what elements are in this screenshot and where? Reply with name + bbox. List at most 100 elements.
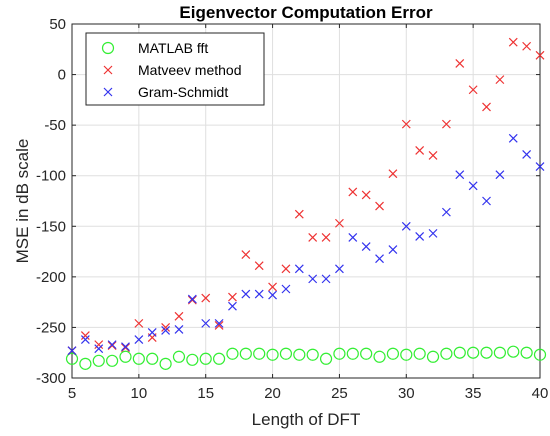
data-point	[67, 346, 77, 356]
series-matlab-fft	[65, 345, 547, 370]
data-point	[468, 181, 478, 191]
data-point	[440, 347, 453, 360]
data-point	[468, 85, 478, 95]
data-point	[94, 344, 104, 354]
data-point	[212, 352, 226, 365]
data-point	[495, 170, 505, 180]
data-point	[535, 50, 545, 60]
data-point	[428, 228, 438, 238]
y-tick-label: -200	[36, 269, 66, 286]
data-point	[201, 293, 211, 303]
data-point	[80, 335, 90, 344]
data-point	[65, 352, 79, 365]
y-tick-label: -50	[44, 117, 66, 134]
x-tick-label: 40	[532, 385, 549, 402]
x-tick-label: 10	[131, 385, 148, 402]
data-point	[348, 232, 358, 242]
data-point	[335, 218, 344, 228]
data-point	[294, 209, 304, 219]
data-point	[522, 41, 532, 51]
data-point	[132, 352, 145, 365]
x-tick-label: 25	[331, 385, 348, 402]
x-tick-label: 35	[465, 385, 482, 402]
data-point	[121, 342, 130, 352]
data-point	[333, 347, 346, 360]
data-point	[106, 354, 119, 367]
data-point	[187, 295, 197, 305]
data-point	[226, 347, 239, 360]
data-point	[228, 292, 237, 302]
legend-marker	[101, 41, 115, 55]
data-point	[134, 318, 144, 328]
data-point	[361, 190, 371, 200]
data-point	[268, 282, 277, 292]
data-point	[214, 318, 224, 328]
data-point	[147, 328, 157, 337]
data-point	[441, 207, 451, 217]
axis-ticks: 5 10 15 20 25 30 35 40 -300 -250 -200 -150 -100 -50 0 5…	[36, 16, 548, 402]
data-point	[522, 150, 532, 159]
data-point	[214, 320, 224, 330]
data-point	[107, 340, 117, 350]
legend-box	[85, 32, 265, 106]
data-point	[360, 347, 373, 360]
data-point	[455, 59, 465, 68]
series-gram-schmidt	[67, 133, 545, 356]
y-tick-label: -250	[36, 319, 66, 336]
data-point	[401, 221, 411, 231]
data-point	[455, 170, 465, 180]
data-point	[480, 346, 493, 359]
y-tick-label: -150	[36, 218, 66, 235]
data-point	[441, 119, 451, 129]
legend-entry-label: Matveev method	[138, 62, 242, 78]
data-point	[172, 350, 186, 363]
data-point	[199, 352, 212, 365]
data-point	[161, 326, 171, 335]
data-point	[426, 350, 440, 363]
data-point	[134, 335, 144, 344]
plot-frame	[71, 23, 541, 379]
y-tick-label: -100	[36, 168, 66, 185]
data-point	[293, 348, 306, 361]
data-point	[94, 340, 104, 350]
data-point	[92, 354, 105, 367]
data-point	[241, 289, 251, 299]
data-point	[79, 357, 92, 370]
data-point	[306, 348, 319, 361]
data-point	[495, 75, 505, 85]
data-point	[415, 146, 425, 155]
data-point	[253, 347, 266, 360]
series-matveev-method	[67, 37, 545, 356]
data-point	[279, 347, 293, 360]
data-point	[348, 187, 358, 197]
data-point	[535, 162, 545, 172]
data-point	[80, 331, 90, 340]
data-point	[241, 250, 251, 260]
data-point	[201, 318, 211, 328]
data-point	[281, 284, 291, 294]
data-point	[520, 346, 533, 359]
data-point	[482, 102, 491, 112]
data-point	[174, 325, 184, 334]
data-point	[413, 347, 426, 360]
data-point	[361, 242, 371, 251]
data-point	[268, 290, 277, 300]
legend-marker	[103, 87, 113, 97]
data-point	[187, 294, 197, 304]
x-axis-label: Length of DFT	[252, 410, 361, 429]
legend: MATLAB fft Matveev method Gram-Schmidt	[85, 32, 265, 106]
data-point	[161, 323, 171, 332]
data-point	[254, 261, 264, 271]
data-point	[174, 311, 184, 321]
data-point	[346, 347, 359, 360]
data-point	[228, 301, 237, 311]
legend-items: MATLAB fft Matveev method Gram-Schmidt	[101, 40, 242, 100]
data-point	[239, 347, 252, 360]
data-point	[428, 151, 438, 160]
data-point	[119, 350, 132, 363]
data-point	[388, 245, 398, 254]
data-point	[482, 196, 491, 206]
legend-marker	[103, 65, 113, 75]
data-point	[186, 353, 199, 366]
